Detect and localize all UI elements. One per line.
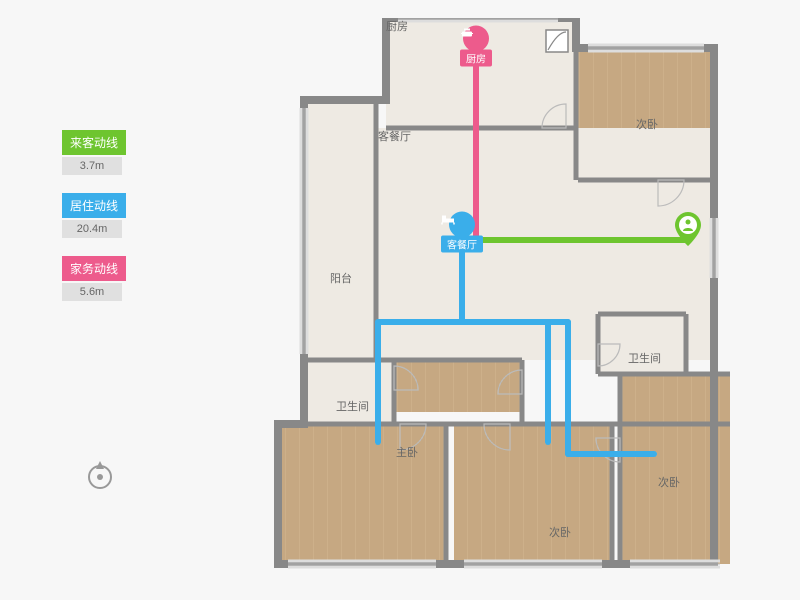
legend: 来客动线 3.7m 居住动线 20.4m 家务动线 5.6m [62,130,126,319]
legend-item-living: 居住动线 20.4m [62,193,126,238]
room-label-bedroom2b: 次卧 [549,524,571,540]
legend-value: 3.7m [62,157,122,175]
path-badge-kitchen: 厨房 [460,26,492,67]
legend-value: 5.6m [62,283,122,301]
room-label-kitchen: 厨房 [386,18,408,34]
entry-pin [675,212,701,246]
legend-label: 居住动线 [62,193,126,218]
legend-item-guest: 来客动线 3.7m [62,130,126,175]
legend-label: 来客动线 [62,130,126,155]
path-badge-living: 客餐厅 [441,212,483,253]
compass-icon [82,457,118,493]
room-label-living: 客餐厅 [378,128,411,144]
floor-plan: 阳台厨房次卧客餐厅卫生间卫生间主卧次卧次卧 厨房客餐厅 [258,18,756,583]
room-label-bath1: 卫生间 [336,398,369,414]
legend-item-chores: 家务动线 5.6m [62,256,126,301]
room-label-bath2: 卫生间 [628,350,661,366]
room-label-balcony: 阳台 [330,270,352,286]
room-label-bedroom2c: 次卧 [658,474,680,490]
room-label-bedroom2a: 次卧 [636,116,658,132]
legend-label: 家务动线 [62,256,126,281]
room-label-master: 主卧 [396,444,418,460]
legend-value: 20.4m [62,220,122,238]
